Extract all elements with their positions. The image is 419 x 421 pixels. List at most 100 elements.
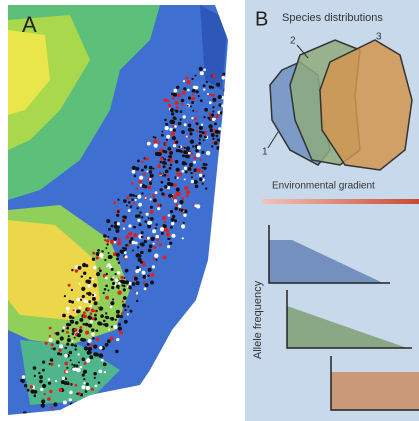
occurrence-dot bbox=[138, 223, 141, 226]
occurrence-dot bbox=[107, 339, 111, 343]
occurrence-dot bbox=[166, 229, 169, 232]
occurrence-dot bbox=[149, 244, 153, 248]
occurrence-dot bbox=[96, 256, 99, 259]
occurrence-dot bbox=[39, 380, 43, 384]
occurrence-dot bbox=[144, 165, 147, 168]
occurrence-dot bbox=[139, 180, 143, 184]
occurrence-dot bbox=[134, 175, 137, 178]
occurrence-dot bbox=[111, 286, 114, 289]
occurrence-dot bbox=[97, 321, 101, 325]
occurrence-dot bbox=[34, 394, 37, 397]
occurrence-dot bbox=[83, 311, 86, 314]
occurrence-dot bbox=[200, 99, 203, 102]
occurrence-dot bbox=[83, 378, 85, 380]
occurrence-dot bbox=[100, 314, 104, 318]
occurrence-dot bbox=[180, 119, 182, 121]
occurrence-dot bbox=[172, 125, 174, 127]
occurrence-dot bbox=[106, 273, 108, 275]
occurrence-dot bbox=[84, 299, 88, 303]
occurrence-dot bbox=[63, 382, 66, 385]
occurrence-dot bbox=[186, 136, 188, 138]
occurrence-dot bbox=[202, 183, 204, 185]
occurrence-dot bbox=[103, 292, 105, 294]
occurrence-dot bbox=[167, 245, 170, 248]
occurrence-dot bbox=[158, 141, 160, 143]
occurrence-dot bbox=[178, 146, 180, 148]
occurrence-dot bbox=[93, 345, 97, 349]
occurrence-dot bbox=[199, 138, 201, 140]
occurrence-dot bbox=[163, 165, 166, 168]
occurrence-dot bbox=[140, 251, 144, 255]
occurrence-dot bbox=[189, 163, 193, 167]
occurrence-dot bbox=[196, 153, 200, 157]
occurrence-dot bbox=[132, 241, 136, 245]
occurrence-dot bbox=[126, 205, 128, 207]
occurrence-dot bbox=[171, 112, 174, 115]
occurrence-dot bbox=[127, 306, 129, 308]
occurrence-dot bbox=[197, 146, 201, 150]
occurrence-dot bbox=[177, 93, 181, 97]
occurrence-dot bbox=[181, 99, 185, 103]
occurrence-dot bbox=[171, 222, 174, 225]
occurrence-dot bbox=[62, 314, 66, 318]
occurrence-dot bbox=[123, 199, 127, 203]
occurrence-dot bbox=[155, 200, 157, 202]
occurrence-dot bbox=[176, 168, 180, 172]
occurrence-dot bbox=[71, 320, 74, 323]
occurrence-dot bbox=[50, 363, 53, 366]
occurrence-dot bbox=[136, 266, 139, 269]
occurrence-dot bbox=[88, 300, 91, 303]
occurrence-dot bbox=[133, 202, 135, 204]
occurrence-dot bbox=[222, 73, 225, 76]
occurrence-dot bbox=[189, 124, 191, 126]
occurrence-dot bbox=[166, 139, 168, 141]
occurrence-dot bbox=[121, 312, 124, 315]
occurrence-dot bbox=[49, 338, 53, 342]
occurrence-dot bbox=[181, 224, 185, 228]
occurrence-dot bbox=[160, 227, 164, 231]
occurrence-dot bbox=[94, 314, 97, 317]
occurrence-dot bbox=[204, 136, 207, 139]
occurrence-dot bbox=[211, 133, 215, 137]
occurrence-dot bbox=[194, 117, 197, 120]
occurrence-dot bbox=[144, 220, 147, 223]
occurrence-dot bbox=[86, 383, 89, 386]
page: A B Species distributions 1 2 3 Environm… bbox=[0, 0, 419, 421]
occurrence-dot bbox=[212, 118, 215, 121]
occurrence-dot bbox=[147, 275, 149, 277]
occurrence-dot bbox=[183, 222, 185, 224]
occurrence-dot bbox=[94, 301, 98, 305]
occurrence-dot bbox=[212, 138, 214, 140]
occurrence-dot bbox=[62, 377, 65, 380]
occurrence-dot bbox=[85, 280, 89, 284]
occurrence-dot bbox=[131, 182, 134, 185]
occurrence-dot bbox=[118, 327, 122, 331]
occurrence-dot bbox=[105, 285, 108, 288]
occurrence-dot bbox=[188, 128, 192, 132]
occurrence-dot bbox=[168, 214, 171, 217]
occurrence-dot bbox=[210, 129, 214, 133]
occurrence-dot bbox=[122, 303, 126, 307]
occurrence-dot bbox=[152, 265, 155, 268]
occurrence-dot bbox=[176, 188, 180, 192]
occurrence-dot bbox=[116, 258, 119, 261]
occurrence-dot bbox=[159, 173, 162, 176]
occurrence-dot bbox=[79, 283, 81, 285]
occurrence-dot bbox=[164, 158, 166, 160]
occurrence-dot bbox=[144, 287, 147, 290]
occurrence-dot bbox=[59, 388, 63, 392]
occurrence-dot bbox=[115, 229, 119, 233]
occurrence-dot bbox=[84, 362, 87, 365]
occurrence-dot bbox=[116, 253, 120, 257]
occurrence-dot bbox=[216, 114, 220, 118]
occurrence-dot bbox=[90, 305, 93, 308]
occurrence-dot bbox=[178, 122, 182, 126]
occurrence-dot bbox=[187, 89, 190, 92]
occurrence-dot bbox=[190, 106, 192, 108]
occurrence-dot bbox=[116, 338, 119, 341]
occurrence-dot bbox=[41, 399, 45, 403]
occurrence-dot bbox=[81, 385, 85, 389]
occurrence-dot bbox=[136, 187, 138, 189]
occurrence-dot bbox=[39, 375, 43, 379]
occurrence-dot bbox=[104, 371, 106, 373]
